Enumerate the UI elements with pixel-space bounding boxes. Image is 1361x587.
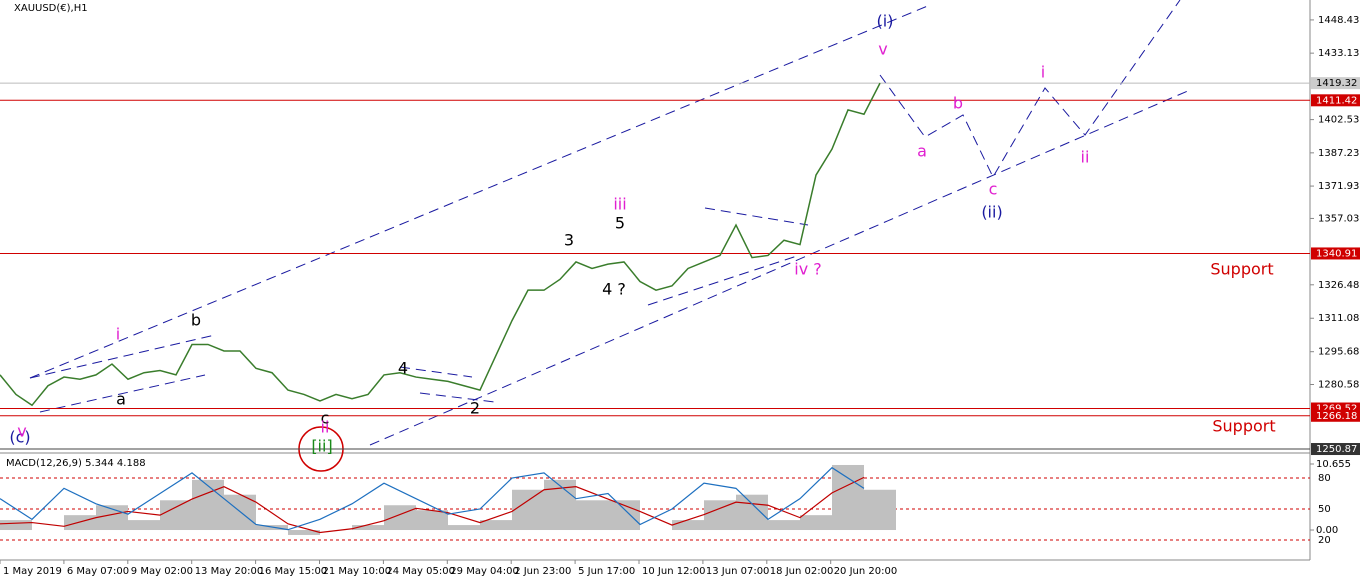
y-tick-label: 1402.53	[1318, 115, 1359, 126]
wave-label: 2	[470, 399, 480, 418]
macd-bar	[192, 479, 224, 531]
x-tick-label: 13 May 20:00	[195, 566, 264, 577]
macd-bar	[0, 520, 32, 531]
macd-bar	[448, 525, 480, 531]
y-tick-label: 1448.43	[1318, 15, 1359, 26]
wave-label: 4 ?	[602, 280, 626, 299]
macd-bar	[736, 494, 768, 531]
x-tick-label: 10 Jun 12:00	[642, 566, 706, 577]
chart-title: XAUUSD(€),H1	[14, 3, 88, 14]
wave-label: v	[878, 40, 887, 59]
wave-label: (c)	[9, 428, 30, 447]
wave-label: a	[116, 390, 126, 409]
x-tick-label: 13 Jun 07:00	[706, 566, 770, 577]
x-tick-label: 18 Jun 02:00	[770, 566, 834, 577]
y-tick-label: 80	[1318, 473, 1331, 484]
macd-bar	[704, 500, 736, 531]
macd-bar	[480, 520, 512, 531]
wave-label: a	[917, 142, 927, 161]
wave-label: iii	[613, 195, 626, 214]
y-tick-label: 1387.23	[1318, 148, 1359, 159]
wave-label: v	[17, 422, 26, 441]
y-tick-label: 1433.13	[1318, 48, 1359, 59]
wave-label: [ii]	[311, 437, 332, 456]
y2-tick-label: 10.655	[1316, 459, 1351, 470]
wave-label: ii	[321, 418, 330, 437]
y-tick-label: 1326.48	[1318, 280, 1359, 291]
indicator-title: MACD(12,26,9) 5.344 4.188	[6, 458, 146, 469]
macd-bar	[672, 520, 704, 531]
macd-bar	[384, 505, 416, 531]
x-tick-label: 29 May 04:00	[450, 566, 519, 577]
macd-bar	[128, 520, 160, 531]
wave-label: i	[116, 325, 120, 344]
level-label: 1340.91	[1316, 248, 1357, 259]
level-tag	[1311, 94, 1360, 107]
y-tick-label: 20	[1318, 535, 1331, 546]
y-tick-label: 50	[1318, 504, 1331, 515]
wave-label: c	[989, 180, 998, 199]
macd-bar	[512, 489, 544, 531]
macd-bar	[864, 489, 896, 531]
wave-label: (i)	[877, 12, 894, 31]
macd-bar	[576, 500, 608, 531]
wave-label: c	[321, 409, 330, 428]
macd-bar	[160, 500, 192, 531]
wave-label: iv ?	[794, 260, 822, 279]
macd-bar	[832, 464, 864, 531]
wave-label: 3	[564, 231, 574, 250]
wave-label: 5	[615, 214, 625, 233]
macd-bar	[800, 515, 832, 531]
level-label: 1411.42	[1316, 95, 1357, 106]
indicator-line	[0, 476, 865, 534]
x-tick-label: 9 May 02:00	[131, 566, 193, 577]
level-label: 1269.52	[1316, 404, 1357, 415]
channel-lines	[29, 0, 1191, 446]
y-tick-label: 1357.03	[1318, 213, 1359, 224]
y-tick-label: 1295.68	[1318, 347, 1359, 358]
y-tick-label: 1280.58	[1318, 379, 1359, 390]
macd-bar	[768, 520, 800, 531]
x-tick-label: 2 Jun 23:00	[514, 566, 571, 577]
low-level-label: 1250.87	[1316, 444, 1357, 455]
macd-bar	[416, 510, 448, 531]
price-line	[0, 82, 881, 407]
low-level-tag	[1311, 443, 1360, 456]
x-tick-label: 5 Jun 17:00	[578, 566, 635, 577]
indicator-line	[0, 466, 865, 531]
x-tick-label: 20 Jun 20:00	[834, 566, 898, 577]
macd-bar	[352, 525, 384, 531]
wave-label: b	[953, 94, 963, 113]
wave-label: 4	[398, 359, 408, 378]
level-tag	[1311, 247, 1360, 260]
x-tick-label: 6 May 07:00	[67, 566, 129, 577]
last-price-tag	[1311, 77, 1360, 90]
y-tick-label: 1311.08	[1318, 313, 1359, 324]
x-tick-label: 16 May 15:00	[259, 566, 328, 577]
wave-label: (ii)	[981, 203, 1002, 222]
y-tick-label: 1371.93	[1318, 181, 1359, 192]
wave-label: Support	[1212, 417, 1275, 436]
wave-label: i	[1041, 63, 1045, 82]
x-tick-label: 24 May 05:00	[386, 566, 455, 577]
wave-label: b	[191, 311, 201, 330]
level-label: 1266.18	[1316, 411, 1357, 422]
wave-label: Support	[1210, 260, 1273, 279]
macd-bar	[288, 530, 320, 535]
macd-bar	[224, 494, 256, 531]
x-tick-label: 21 May 10:00	[323, 566, 392, 577]
level-tag	[1311, 409, 1360, 422]
last-price-label: 1419.32	[1316, 78, 1357, 89]
x-tick-label: 1 May 2019	[3, 566, 62, 577]
y2-tick-label: 0.00	[1316, 525, 1338, 536]
wave-label: ii	[1081, 148, 1090, 167]
